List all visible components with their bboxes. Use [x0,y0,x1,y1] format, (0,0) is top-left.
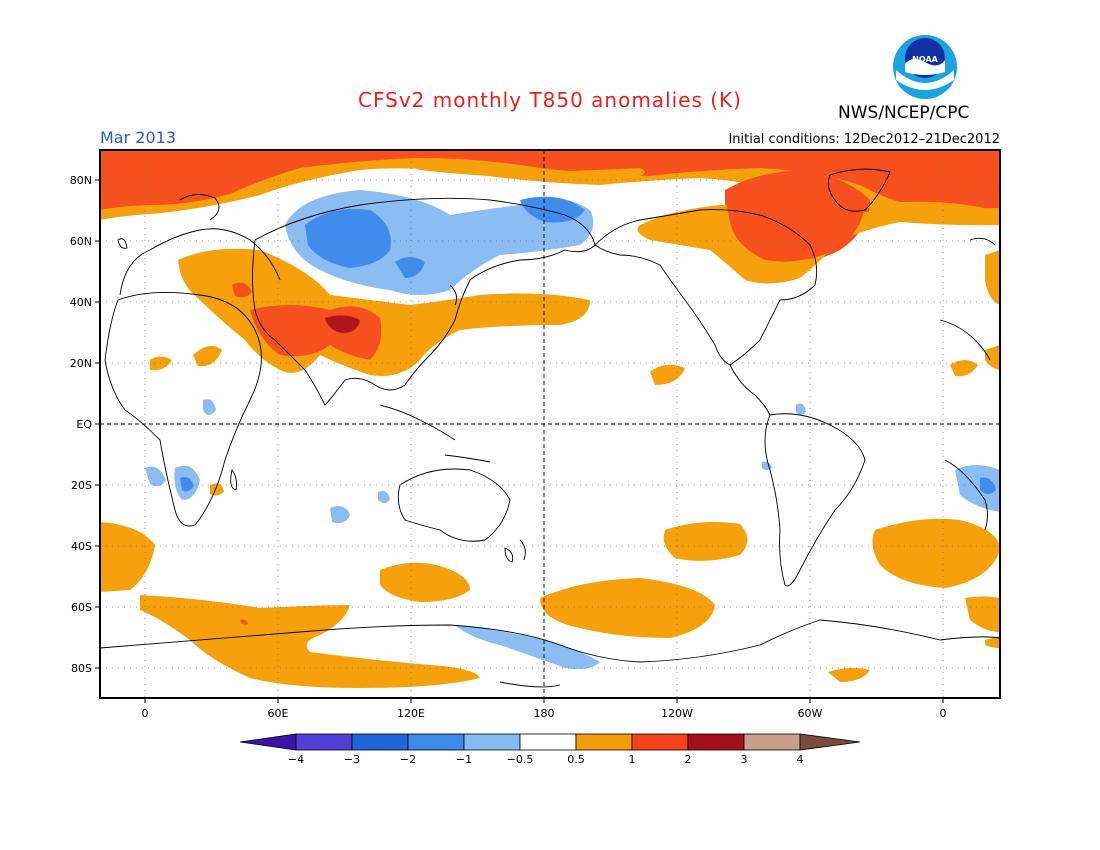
colorbar-box-3 [407,733,465,751]
anomaly-region-south-atlantic-warm [100,522,155,592]
lat-label-40s: 40S [71,540,92,553]
lat-label-80s: 80S [71,662,92,675]
lon-label-120e: 120E [397,707,425,720]
lat-label-eq: EQ [76,418,92,431]
colorbar-tick: 1 [629,753,636,766]
colorbar-arrow-low [239,733,297,751]
anomaly-region-south-pacific-warm [663,522,748,561]
lat-label-80n: 80N [70,174,92,187]
colorbar-box-9 [743,733,801,751]
noaa-logo-text: NOAA [912,55,938,64]
anomaly-region-south-atlantic-east-warm [872,518,1000,588]
lon-label-60w: 60W [798,707,823,720]
anomaly-region-asia-strongest [325,315,360,333]
equator-dateline [100,150,1000,698]
coastlines [99,168,1001,688]
lon-label-60e: 60E [268,707,289,720]
map-panel: 80N 60N 40N 20N EQ 20S 40S 60S 80S 0 60E… [70,149,1001,720]
latitude-labels: 80N 60N 40N 20N EQ 20S 40S 60S 80S [70,174,93,675]
anomaly-region-siberia-cold-core [305,209,391,268]
colorbar-tick: 2 [685,753,692,766]
colorbar-tick: 4 [797,753,804,766]
lon-label-120w: 120W [661,707,693,720]
colorbar-tick: −0.5 [507,753,534,766]
colorbar-tick: 3 [741,753,748,766]
colorbar-box-2 [351,733,409,751]
anomaly-region-indian-ocean-warm [380,562,470,602]
colorbar: −4 −3 −2 −1 −0.5 0.5 1 2 3 4 [239,733,861,766]
noaa-logo: NOAA [893,35,957,99]
colorbar-tick: −1 [456,753,472,766]
longitude-labels: 0 60E 120E 180 120W 60W 0 [142,707,947,720]
lat-label-40n: 40N [70,296,92,309]
forecast-month: Mar 2013 [100,128,176,147]
anomaly-region-southern-ocean-warm [540,578,715,638]
axis-ticks [95,179,944,703]
anomaly-region-antarctic-warm [140,595,480,688]
colorbar-box-5 [519,733,577,751]
lon-label-0-east: 0 [940,707,947,720]
lat-label-20s: 20S [71,479,92,492]
colorbar-tick: −2 [400,753,416,766]
agency-label: NWS/NCEP/CPC [838,103,970,123]
anomaly-region-ross-sea-cold [455,625,600,670]
gridlines [100,150,1000,698]
lon-label-180: 180 [534,707,555,720]
colorbar-tick: −3 [344,753,360,766]
colorbar-box-6 [575,733,633,751]
lat-label-60s: 60S [71,601,92,614]
map-title: CFSv2 monthly T850 anomalies (K) [358,88,742,112]
colorbar-tick: 0.5 [567,753,585,766]
colorbar-box-8 [687,733,745,751]
lon-label-0: 0 [142,707,149,720]
anomaly-region-arctic-white-gap [390,160,645,178]
colorbar-arrow-high [799,733,861,751]
lat-label-20n: 20N [70,357,92,370]
anomaly-region-arctic-strong [100,150,1000,212]
colorbar-box-1 [295,733,353,751]
lat-label-60n: 60N [70,235,92,248]
colorbar-box-4 [463,733,521,751]
colorbar-box-7 [631,733,689,751]
colorbar-tick: −4 [288,753,304,766]
initial-conditions: Initial conditions: 12Dec2012–21Dec2012 [728,132,1000,147]
